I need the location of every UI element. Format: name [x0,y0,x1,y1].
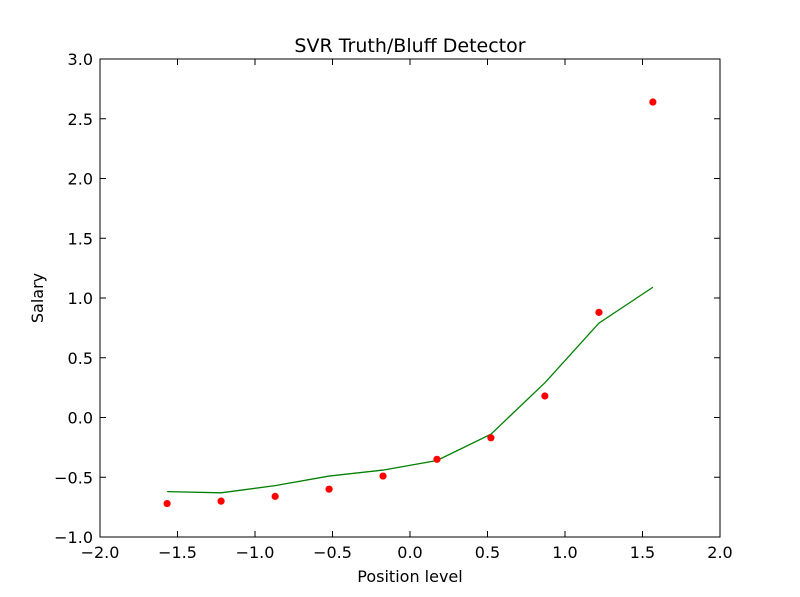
regression-line [167,286,654,494]
data-point [217,497,225,505]
y-tick-label: 1.0 [68,289,93,308]
x-tick-label: −2.0 [81,543,120,562]
y-tick-label: 2.5 [68,110,93,129]
y-tick-label: 0.0 [68,409,93,428]
data-point [271,492,279,500]
x-tick-label: −1.0 [236,543,275,562]
data-point [595,308,603,316]
data-point [649,98,657,106]
y-axis-label: Salary [28,273,47,323]
data-point [541,392,549,400]
y-tick-label: −1.0 [54,528,93,547]
x-tick-label: 0.0 [397,543,422,562]
x-tick-label: 2.0 [707,543,732,562]
y-tick-label: 3.0 [68,50,93,69]
plot-area: −2.0 −1.5 −1.0 −0.5 0.0 0.5 1.0 1.5 2.0 −1.0 −0.5 0… [54,50,733,562]
x-tick-label: 1.0 [552,543,577,562]
y-tick-label: 0.5 [68,349,93,368]
data-point [487,434,495,442]
y-tick-label: 1.5 [68,229,93,248]
data-point [433,455,441,463]
data-point [163,499,171,508]
x-tick-label: −1.5 [158,543,197,562]
x-tick-label: 1.5 [630,543,655,562]
y-tick-label: −0.5 [54,468,93,487]
data-point [379,472,387,480]
x-tick-label: −0.5 [313,543,352,562]
x-tick-label: 0.5 [475,543,500,562]
y-tick-label: 2.0 [68,170,93,189]
data-point [325,485,333,493]
chart-title: SVR Truth/Bluff Detector [294,35,525,57]
x-axis-label: Position level [357,567,462,586]
